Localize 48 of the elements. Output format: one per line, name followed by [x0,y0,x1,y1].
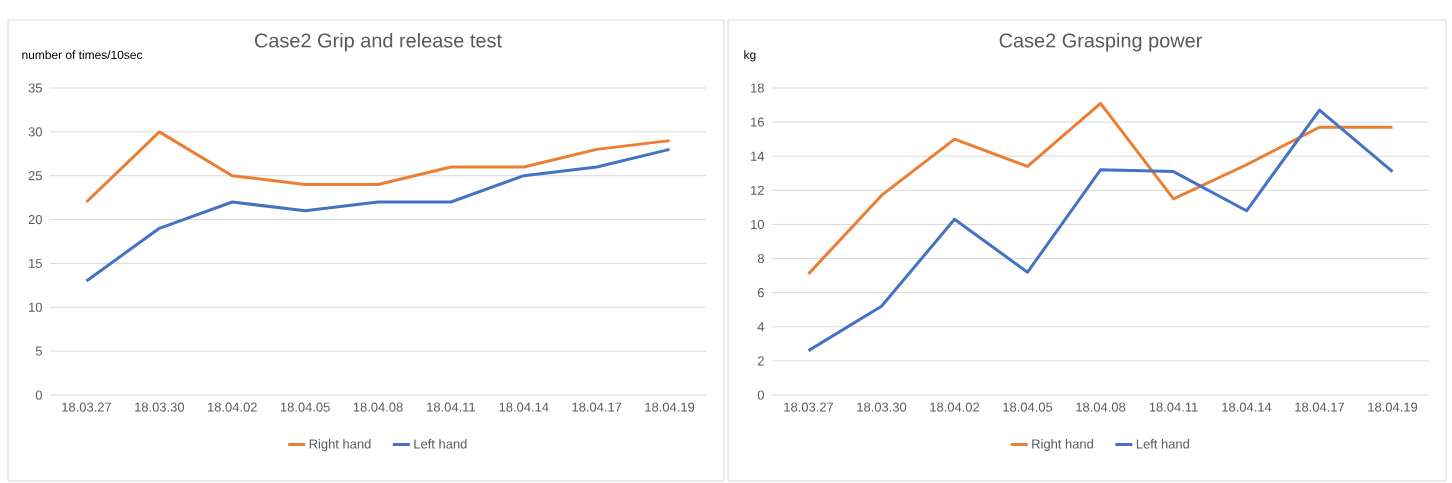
x-tick-label: 18.04.08 [1076,402,1126,412]
x-tick-label: 18.04.08 [353,402,403,412]
x-tick-label: 18.03.27 [62,402,112,412]
y-tick-label: 4 [757,322,765,332]
x-tick-label: 18.04.02 [930,402,980,412]
y-tick-label: 12 [751,185,764,195]
chart-title: Case2 Grasping power [999,32,1203,52]
y-tick-label: 10 [751,219,764,230]
chart-title: Case2 Grip and release test [254,32,502,52]
legend-label: Left hand [1136,439,1189,449]
x-tick-label: 18.04.19 [1368,402,1418,412]
y-tick-label: 35 [28,83,42,93]
x-tick-label: 18.04.14 [1222,402,1272,412]
y-axis-title: kg [744,50,756,62]
y-tick-label: 6 [757,288,764,298]
legend-label: Right hand [1032,439,1093,452]
y-tick-label: 14 [751,151,765,161]
x-tick-label: 18.04.17 [572,402,622,412]
x-tick-label: 18.04.11 [1149,402,1198,412]
x-tick-label: 18.03.30 [135,402,185,412]
y-tick-label: 5 [35,346,42,356]
x-tick-label: 18.04.19 [645,402,695,412]
y-tick-label: 10 [29,302,42,312]
y-tick-label: 0 [35,390,42,400]
x-tick-label: 18.04.05 [280,402,330,412]
line-series [807,108,1395,353]
y-tick-label: 0 [757,390,764,400]
x-tick-label: 18.03.27 [784,402,834,412]
y-tick-label: 16 [751,117,764,127]
x-tick-label: 18.03.30 [857,402,907,412]
x-tick-label: 18.04.17 [1295,402,1345,412]
line-series [84,147,672,283]
y-tick-label: 8 [757,253,764,264]
y-tick-label: 15 [29,258,42,268]
legend-label: Right hand [309,439,371,452]
line-series [807,101,1395,276]
y-tick-label: 30 [28,127,42,137]
y-tick-label: 2 [757,356,764,366]
x-tick-label: 18.04.02 [208,402,257,412]
y-tick-label: 25 [28,171,42,181]
y-tick-label: 20 [28,214,42,225]
legend-label: Left hand [414,439,467,449]
y-axis-title: number of times/10sec [22,50,143,60]
y-tick-label: 18 [751,83,764,93]
x-tick-label: 18.04.14 [499,402,549,412]
x-tick-label: 18.04.11 [427,402,475,412]
line-series [84,130,672,204]
x-tick-label: 18.04.05 [1003,402,1053,412]
